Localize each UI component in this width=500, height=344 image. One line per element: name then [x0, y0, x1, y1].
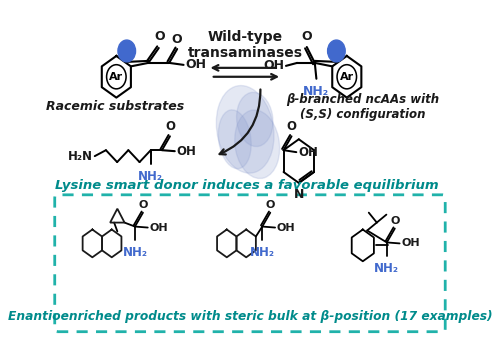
FancyBboxPatch shape — [54, 195, 445, 332]
Text: O: O — [266, 200, 275, 210]
Text: NH₂: NH₂ — [304, 85, 330, 98]
Text: O: O — [390, 216, 400, 226]
Text: O: O — [165, 120, 175, 133]
Text: N: N — [294, 188, 304, 201]
Text: Ar: Ar — [110, 72, 124, 82]
Ellipse shape — [234, 110, 280, 179]
Text: Wild-type
transaminases: Wild-type transaminases — [188, 30, 302, 60]
Text: NH₂: NH₂ — [374, 262, 400, 275]
Text: Racemic substrates: Racemic substrates — [46, 100, 184, 113]
Ellipse shape — [216, 86, 274, 173]
Ellipse shape — [218, 110, 251, 169]
Text: Ar: Ar — [340, 72, 354, 82]
Text: OH: OH — [276, 223, 295, 233]
Text: O: O — [172, 33, 182, 46]
Ellipse shape — [236, 92, 273, 147]
Text: OH: OH — [150, 223, 168, 233]
Text: OH: OH — [176, 145, 196, 158]
Text: Lysine smart donor induces a favorable equilibrium: Lysine smart donor induces a favorable e… — [55, 179, 438, 192]
Text: O: O — [302, 30, 312, 43]
Text: OH: OH — [264, 60, 284, 72]
Text: H₂N: H₂N — [68, 150, 93, 163]
Text: O: O — [138, 200, 147, 210]
Text: Enantioenriched products with steric bulk at β-position (17 examples): Enantioenriched products with steric bul… — [8, 310, 492, 323]
Text: NH₂: NH₂ — [250, 246, 275, 259]
Circle shape — [328, 40, 345, 62]
Text: OH: OH — [185, 58, 206, 71]
Text: O: O — [286, 120, 296, 133]
Text: β-branched ncAAs with
(S,S) configuration: β-branched ncAAs with (S,S) configuratio… — [286, 93, 440, 120]
Circle shape — [118, 40, 136, 62]
Text: NH₂: NH₂ — [122, 246, 148, 259]
Text: OH: OH — [298, 146, 318, 159]
Text: NH₂: NH₂ — [138, 170, 164, 183]
Text: O: O — [154, 30, 165, 43]
Text: OH: OH — [401, 238, 420, 248]
